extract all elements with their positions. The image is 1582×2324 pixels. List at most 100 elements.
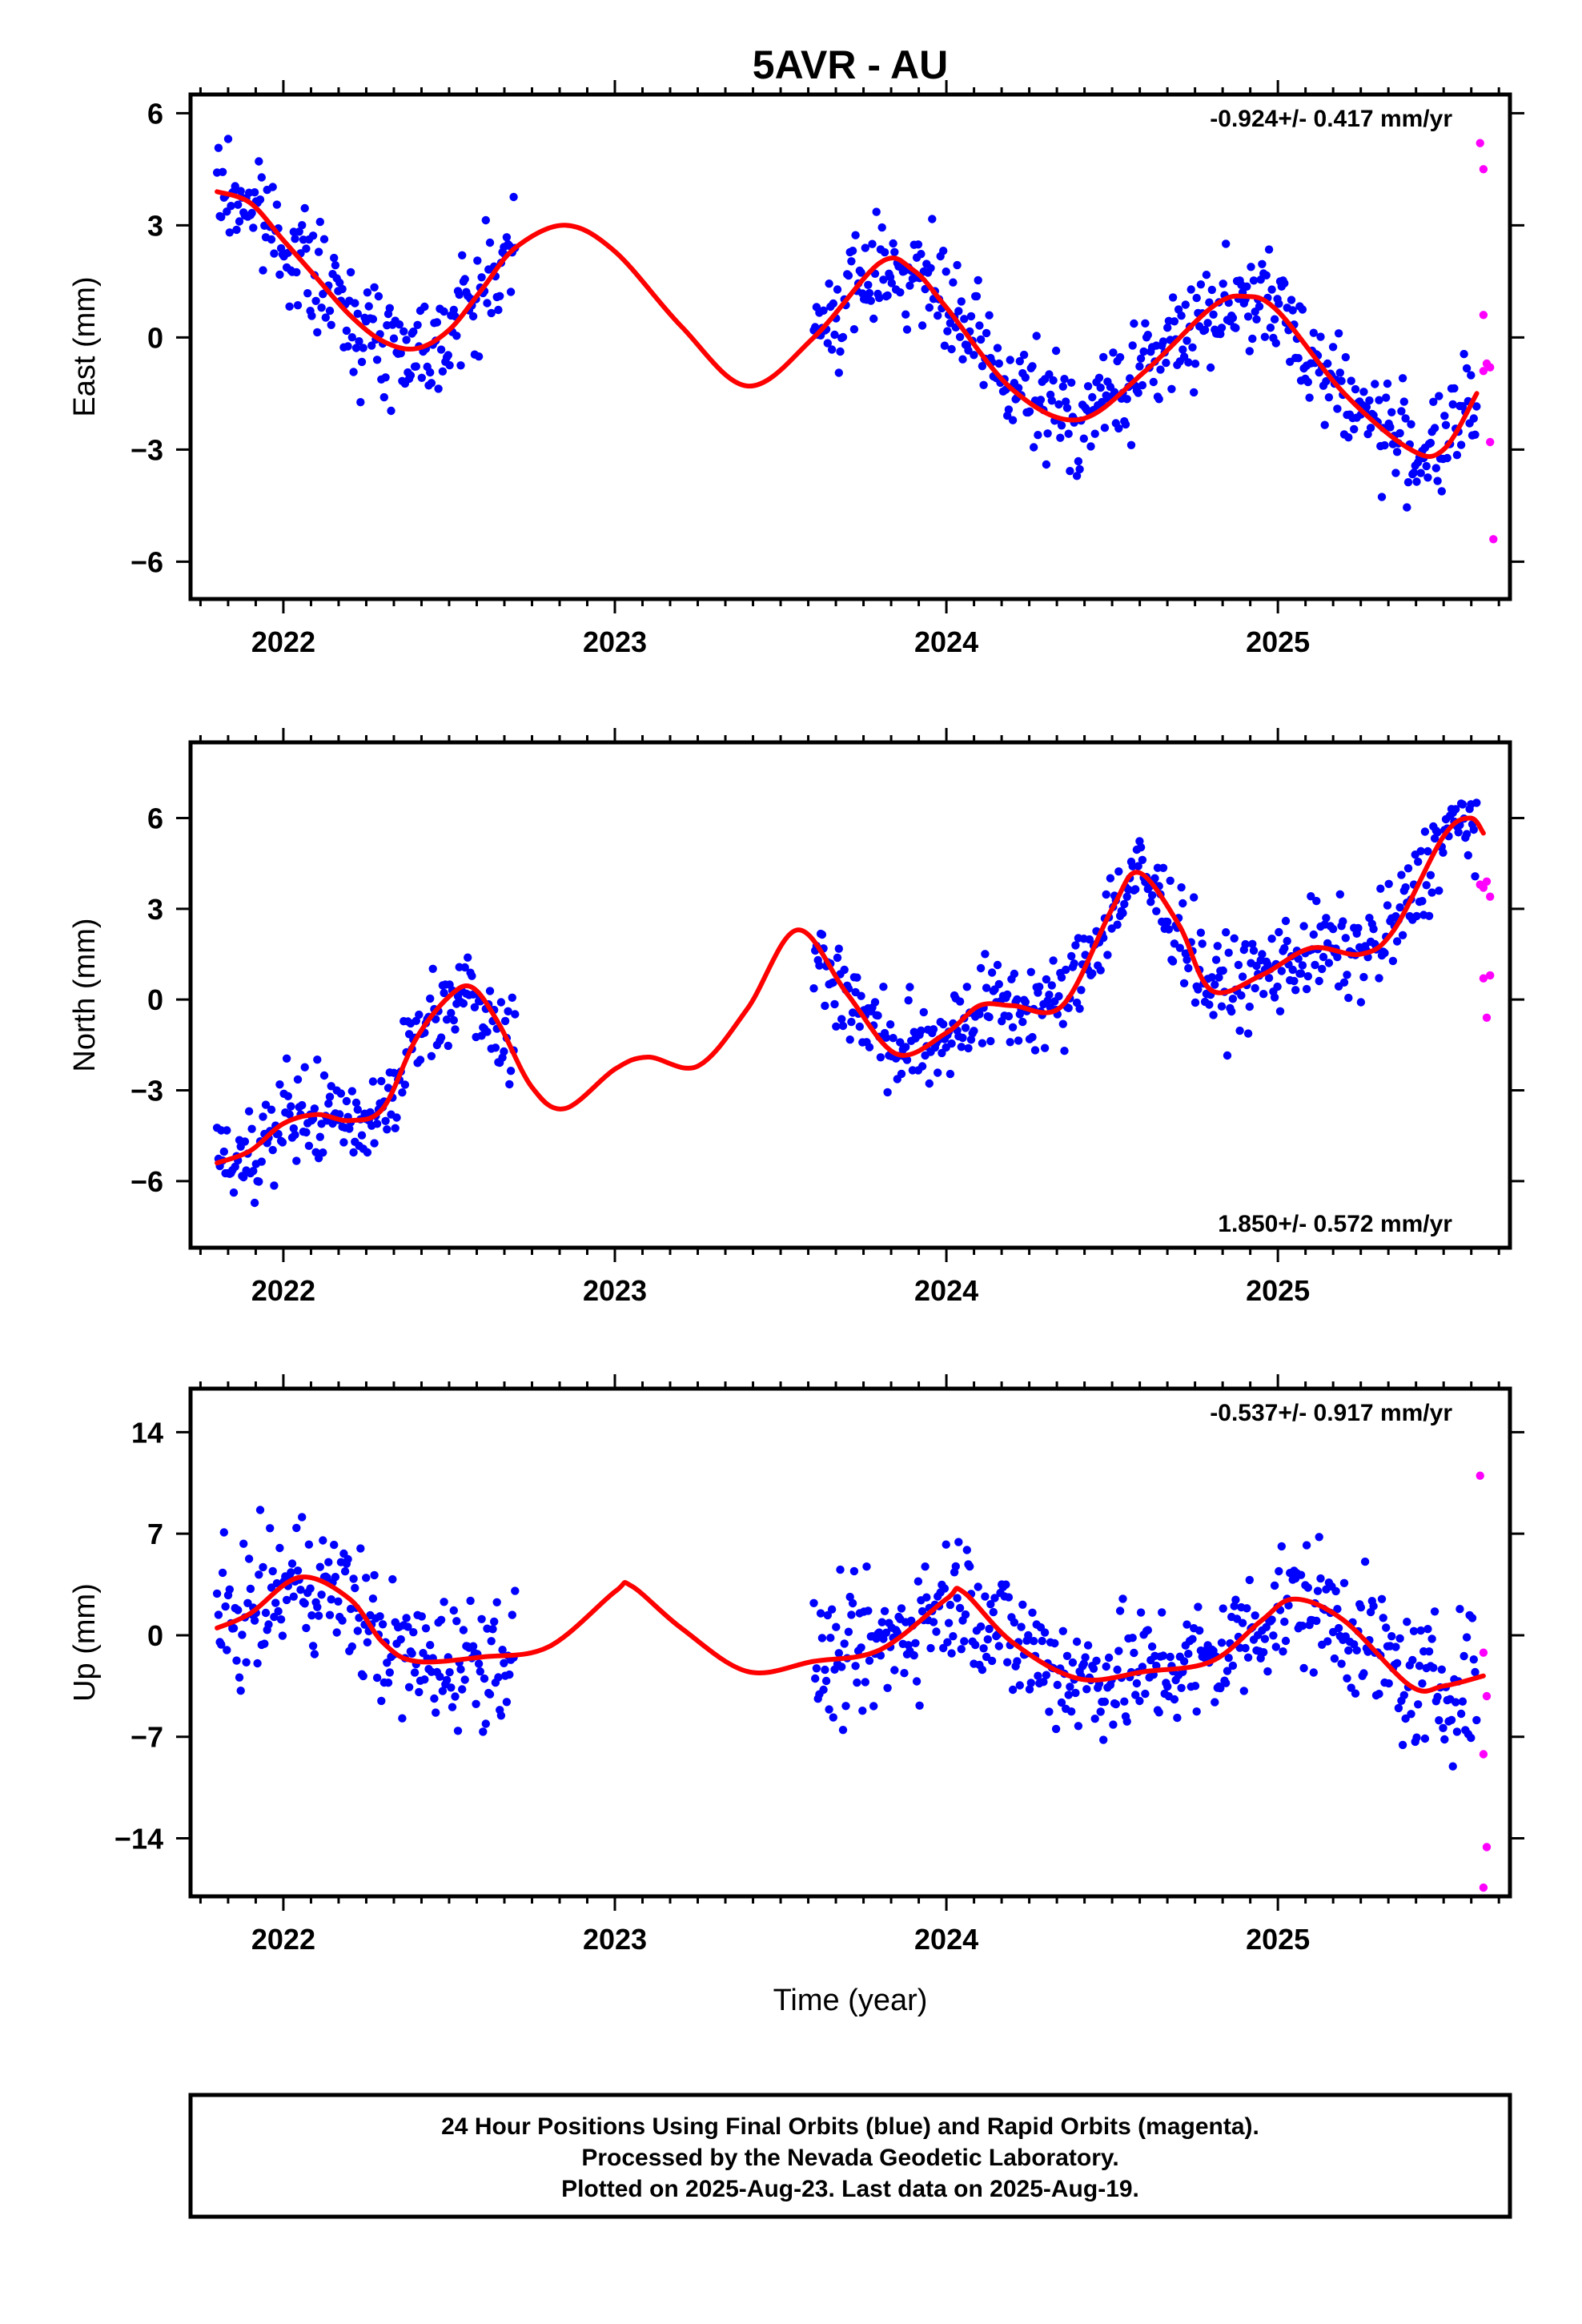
final-orbit-point: [1216, 1683, 1225, 1693]
final-orbit-point: [1025, 407, 1034, 416]
final-orbit-point: [432, 1015, 440, 1023]
final-orbit-point: [957, 297, 966, 306]
final-orbit-point: [1064, 429, 1073, 438]
final-orbit-point: [1053, 1680, 1062, 1690]
final-orbit-point: [1420, 827, 1430, 836]
final-orbit-point: [1057, 421, 1066, 430]
final-orbit-point: [1375, 1690, 1383, 1699]
final-orbit-point: [1260, 332, 1270, 341]
final-orbit-point: [257, 1157, 266, 1166]
final-orbit-point: [986, 1600, 995, 1609]
final-orbit-point: [313, 328, 322, 337]
final-orbit-point: [993, 344, 1002, 352]
final-orbit-point: [336, 1089, 346, 1098]
rapid-orbit-point: [1486, 437, 1495, 447]
final-orbit-point: [1456, 1709, 1466, 1719]
final-orbit-point: [1021, 998, 1030, 1007]
final-orbit-point: [270, 1181, 279, 1190]
final-orbit-point: [1114, 1647, 1123, 1655]
final-orbit-point: [879, 983, 888, 991]
final-orbit-point: [887, 279, 897, 287]
final-orbit-point: [1203, 319, 1212, 328]
final-orbit-point: [1315, 976, 1323, 986]
final-orbit-point: [1136, 842, 1146, 852]
y-tick-label: −3: [130, 1075, 163, 1108]
final-orbit-point: [235, 217, 244, 226]
final-orbit-point: [979, 1644, 988, 1653]
final-orbit-point: [302, 244, 311, 253]
final-orbit-point: [1088, 969, 1097, 978]
final-orbit-point: [464, 953, 472, 962]
y-tick-label: 6: [147, 97, 163, 130]
final-orbit-point: [1299, 1663, 1308, 1673]
final-orbit-point: [901, 1043, 910, 1051]
model-fit-line: [215, 815, 1486, 1166]
final-orbit-point: [1131, 1691, 1140, 1699]
final-orbit-point: [409, 327, 418, 336]
final-orbit-point: [1407, 1710, 1415, 1719]
final-orbit-point: [1299, 922, 1308, 931]
final-orbit-point: [1452, 451, 1462, 460]
final-orbit-point: [1324, 393, 1334, 402]
x-tick-label: 2025: [1246, 1274, 1310, 1307]
final-orbit-point: [296, 1586, 305, 1594]
final-orbit-point: [917, 1062, 927, 1071]
final-orbit-point: [857, 1643, 865, 1652]
final-orbit-point: [295, 227, 303, 236]
final-orbit-point: [1167, 384, 1176, 393]
final-orbit-point: [1279, 1647, 1287, 1656]
final-orbit-point: [1344, 433, 1353, 442]
final-orbit-point: [404, 1622, 412, 1631]
final-orbit-point: [1330, 1654, 1339, 1663]
final-orbit-point: [451, 1025, 460, 1034]
final-orbit-point: [1456, 440, 1466, 449]
final-orbit-point: [368, 315, 378, 324]
x-tick-label: 2025: [1246, 1923, 1310, 1956]
final-orbit-point: [1269, 1631, 1278, 1640]
final-orbit-point: [304, 1141, 314, 1151]
final-orbit-point: [1050, 1638, 1059, 1648]
final-orbit-point: [335, 1110, 344, 1119]
final-orbit-point: [285, 1110, 294, 1119]
final-orbit-point: [1030, 443, 1038, 452]
final-orbit-point: [1309, 1668, 1319, 1677]
final-orbit-point: [259, 1112, 267, 1121]
final-orbit-point: [1472, 1715, 1481, 1725]
final-orbit-point: [508, 993, 516, 1003]
y-tick-label: 14: [131, 1416, 163, 1449]
final-orbit-point: [383, 1679, 393, 1687]
final-orbit-point: [883, 1683, 892, 1692]
final-orbit-point: [940, 341, 950, 350]
final-orbit-point: [1219, 279, 1227, 288]
final-orbit-point: [225, 1585, 234, 1594]
final-orbit-point: [440, 1598, 448, 1606]
final-orbit-point: [976, 335, 986, 344]
final-orbit-point: [1211, 1698, 1219, 1707]
final-orbit-point: [1082, 1685, 1091, 1694]
x-tick-label: 2023: [583, 1923, 647, 1956]
final-orbit-point: [1072, 1637, 1082, 1647]
final-orbit-point: [1058, 382, 1068, 391]
final-orbit-point: [1435, 1716, 1443, 1725]
final-orbit-point: [890, 247, 899, 256]
final-orbit-point: [1382, 1623, 1391, 1632]
final-orbit-point: [1049, 376, 1058, 385]
rapid-orbit-point: [1479, 974, 1488, 983]
final-orbit-point: [943, 1638, 952, 1647]
final-orbit-point: [1409, 468, 1419, 477]
final-orbit-point: [306, 1584, 315, 1593]
final-orbit-point: [398, 1714, 407, 1723]
final-orbit-point: [1018, 1017, 1027, 1027]
final-orbit-point: [994, 1642, 1004, 1651]
y-tick-label: −6: [130, 1165, 163, 1198]
final-orbit-point: [970, 1027, 978, 1035]
final-orbit-point: [1427, 1634, 1436, 1643]
final-orbit-point: [880, 247, 889, 257]
final-orbit-point: [1062, 965, 1070, 975]
x-axis-ticks: [176, 80, 1524, 613]
plot-frame: [188, 92, 1512, 601]
final-orbit-point: [378, 1620, 387, 1629]
final-orbit-point: [940, 1584, 950, 1593]
final-orbit-point: [1437, 1665, 1447, 1674]
final-orbit-point: [432, 318, 442, 327]
